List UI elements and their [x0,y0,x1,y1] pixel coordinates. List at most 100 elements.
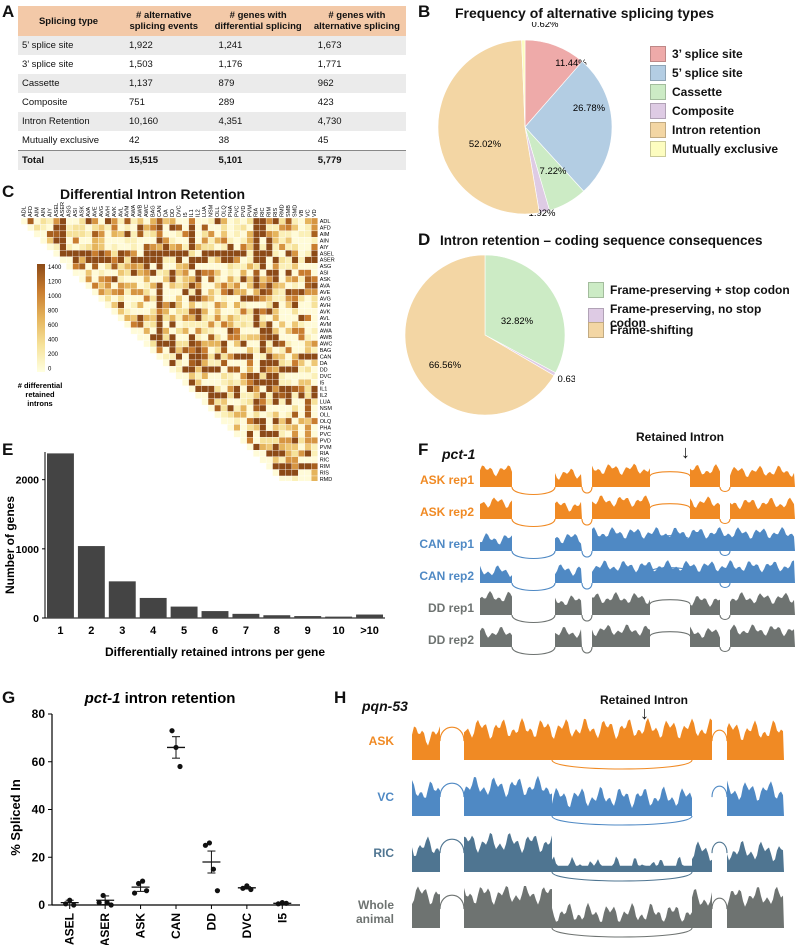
heatmap-cell [233,385,241,393]
heatmap-cell [272,353,280,361]
heatmap-cell [272,424,280,431]
heatmap-cell [169,295,176,303]
pie-label: 52.02% [469,139,502,150]
heatmap-cell [278,243,286,251]
heatmap-cell [188,288,196,296]
heatmap-cell [207,385,215,393]
heatmap-cell [207,295,215,303]
heatmap-cell [143,243,151,251]
heatmap-cell [304,256,312,264]
heatmap-cell [253,275,260,283]
heatmap-cell [130,224,138,232]
heatmap-cell [143,314,151,322]
heatmap-cell [214,288,222,296]
heatmap-cell [91,237,99,244]
heatmap-cell [246,243,254,251]
legend-label: Frame-preserving + stop codon [610,283,790,297]
heatmap-cell [136,275,144,283]
heatmap-row-label: I5 [320,380,325,386]
heatmap-cell [207,404,215,412]
heatmap-col-label: RIM [267,207,273,218]
heatmap-cell [104,256,112,264]
coverage-exon [692,889,712,928]
heatmap-cell [207,217,215,225]
heatmap-cell [182,301,189,309]
heatmap-cell [182,256,189,264]
heatmap-cell [220,340,228,348]
heatmap-cell [149,230,157,238]
heatmap-cell [72,263,80,270]
heatmap-cell [278,230,286,238]
heatmap-cell [298,353,305,361]
heatmap-cell [285,327,293,335]
coverage-exon [730,465,795,487]
heatmap-cell [259,372,267,380]
heatmap-cell [265,404,273,412]
heatmap-cell [259,269,267,277]
heatmap-cell [117,243,125,251]
junction-arc [581,614,593,622]
heatmap-cell [85,263,93,270]
junction-arc [551,759,693,770]
heatmap-cell [162,263,170,270]
heatmap-cell [311,327,318,335]
heatmap-cell [169,269,176,277]
heatmap-cell [162,275,170,283]
heatmap-cell [78,275,86,283]
heatmap-cell [285,385,293,393]
heatmap-cell [169,314,176,322]
heatmap-cell [233,359,241,367]
heatmap-cell [214,243,222,251]
heatmap-cell [162,359,170,367]
heatmap-cell [143,340,151,348]
heatmap-row-label: AVH [320,303,331,309]
heatmap-cell [253,288,260,296]
heatmap-cell [291,269,299,277]
bar [356,614,383,618]
heatmap-cell [233,372,241,380]
heatmap-cell [278,275,286,283]
heatmap-cell [214,314,222,322]
junction-arc [581,550,593,558]
heatmap-cell [304,282,312,290]
y-tick-label: 0 [33,613,39,625]
junction-arc [511,614,556,624]
heatmap-cell [272,256,280,264]
table-cell: 751 [119,93,209,112]
heatmap-cell [272,398,280,406]
heatmap-cell [162,243,170,251]
heatmap-cell [233,391,241,399]
heatmap-col-label: AIN [41,208,47,217]
heatmap-cell [149,282,157,290]
heatmap-cell [175,237,183,244]
heatmap-cell [162,353,170,361]
heatmap-cell [227,372,234,380]
heatmap-row-label: RIM [320,464,331,470]
heatmap-cell [124,230,131,238]
heatmap-cell [259,288,267,296]
heatmap-cell [214,275,222,283]
heatmap-cell [227,314,234,322]
junction-arc [719,582,731,589]
heatmap-cell [124,269,131,277]
coverage-exon [690,464,720,487]
bar [201,611,229,618]
heatmap-col-label: AVK [112,206,118,217]
heatmap-cell [227,340,234,348]
junction-arc [649,567,691,573]
heatmap-cell [311,391,318,399]
heatmap-cell [220,359,228,367]
heatmap-cell [259,321,267,328]
heatmap-cell [162,282,170,290]
coverage-exon [480,627,512,647]
heatmap-row-label: LUA [320,400,331,406]
heatmap-cell [188,237,196,244]
heatmap-cell [72,217,80,225]
heatmap-col-label: ASI [73,208,79,217]
heatmap-cell [298,340,305,348]
heatmap-cell [311,295,318,303]
table-row: Intron Retention 10,160 4,351 4,730 [18,112,406,131]
heatmap-cell [298,333,305,341]
heatmap-cell [143,237,151,244]
heatmap-scale-label: retained [25,390,55,399]
